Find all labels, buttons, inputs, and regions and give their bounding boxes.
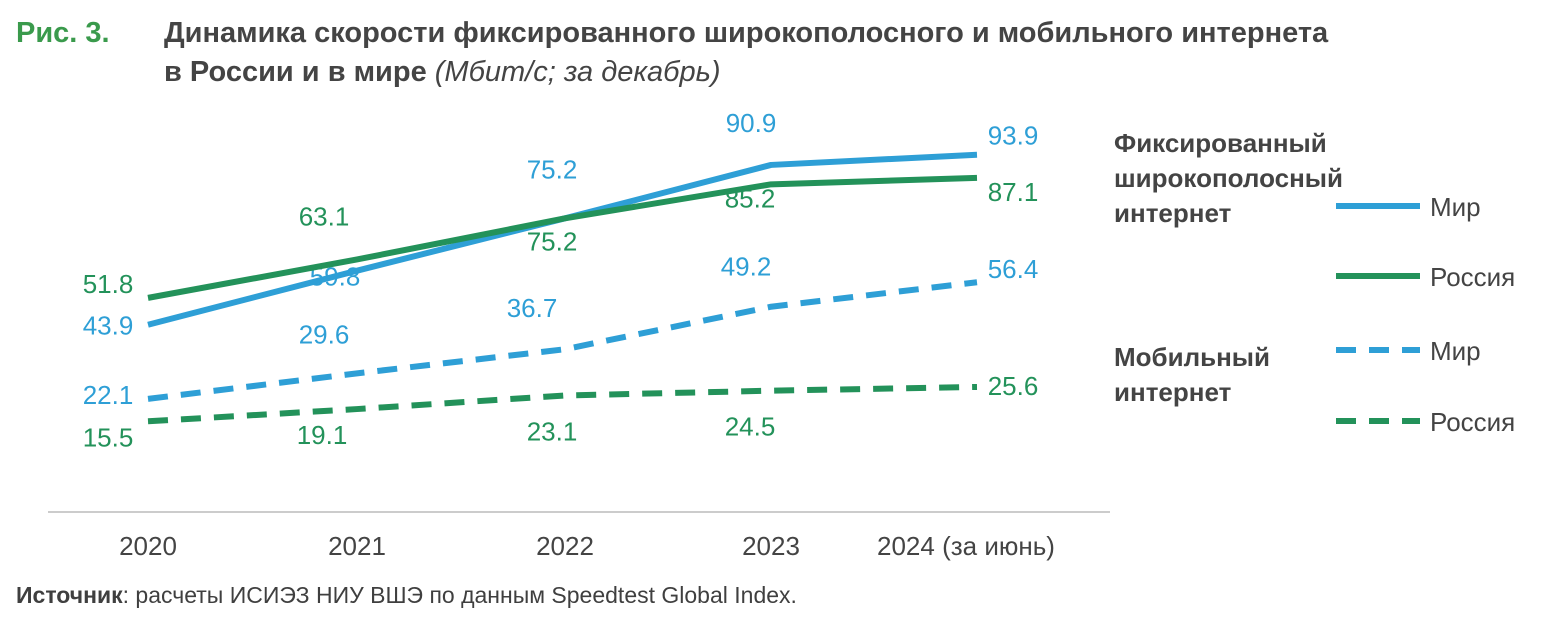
- x-tick-label: 2021: [328, 531, 386, 561]
- data-label: 56.4: [988, 254, 1039, 284]
- legend-group-title: широкополосный: [1114, 163, 1343, 193]
- x-tick-label: 2024 (за июнь): [877, 531, 1055, 561]
- legend-group-title: Фиксированный: [1114, 128, 1327, 158]
- data-label: 36.7: [507, 293, 558, 323]
- data-label: 25.6: [988, 371, 1039, 401]
- source-note: Источник: расчеты ИСИЭЗ НИУ ВШЭ по данны…: [16, 582, 797, 609]
- data-label: 29.6: [299, 319, 350, 349]
- series-line-mobile-2: [147, 279, 978, 402]
- x-tick-label: 2022: [536, 531, 594, 561]
- series-line-fixed-1: [147, 174, 978, 301]
- legend-group-title: интернет: [1114, 377, 1232, 407]
- data-label: 23.1: [527, 416, 578, 446]
- figure-label: Рис. 3.: [16, 17, 110, 49]
- data-label: 19.1: [297, 420, 348, 450]
- data-label: 85.2: [725, 183, 776, 213]
- data-label: 75.2: [527, 226, 578, 256]
- data-label: 87.1: [988, 177, 1039, 207]
- source-label: Источник: [16, 582, 123, 608]
- legend-entry-label: Россия: [1430, 407, 1515, 437]
- chart-subtitle: (Мбит/с; за декабрь): [434, 56, 721, 88]
- data-label: 75.2: [527, 154, 578, 184]
- x-tick-label: 2020: [119, 531, 177, 561]
- x-tick-label: 2023: [742, 531, 800, 561]
- legend-entry-label: Россия: [1430, 262, 1515, 292]
- data-label: 63.1: [299, 201, 350, 231]
- legend-entry-label: Мир: [1430, 192, 1481, 222]
- data-label: 49.2: [721, 252, 772, 282]
- legend-group-title: Мобильный: [1114, 342, 1270, 372]
- title-line-1: Динамика скорости фиксированного широкоп…: [164, 17, 1329, 49]
- data-label: 24.5: [725, 412, 776, 442]
- data-label: 43.9: [83, 311, 134, 341]
- data-label: 93.9: [988, 121, 1039, 151]
- data-label: 51.8: [83, 269, 134, 299]
- data-label: 22.1: [83, 380, 134, 410]
- data-label: 15.5: [83, 422, 134, 452]
- title-line-2-text: в России и в мире: [164, 56, 427, 88]
- data-label: 90.9: [726, 108, 777, 138]
- legend-entry-label: Мир: [1430, 336, 1481, 366]
- title-line-2: в России и в мире (Мбит/с; за декабрь): [164, 53, 721, 92]
- source-text: : расчеты ИСИЭЗ НИУ ВШЭ по данным Speedt…: [122, 582, 797, 608]
- legend-group-title: интернет: [1114, 198, 1232, 228]
- series-line-mobile-3: [147, 383, 978, 425]
